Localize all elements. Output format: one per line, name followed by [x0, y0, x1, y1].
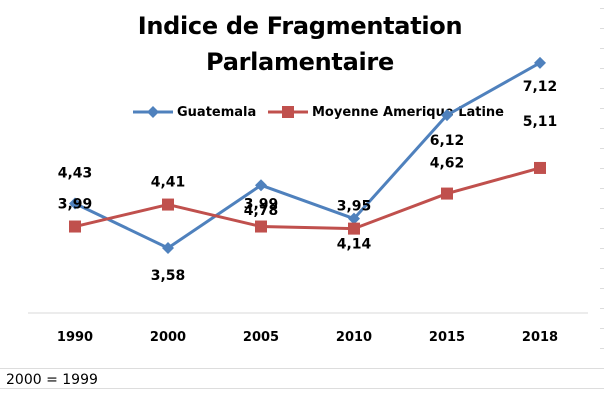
data-label-moyenne-amerique-latine-2000: 4,41: [151, 175, 186, 191]
legend-item-moyenne: Moyenne Amerique Latine: [268, 100, 504, 124]
plot-area: 1990 2000 2005 2010 2015 2018 4,43 3,58 4,78 4,14…: [28, 56, 588, 345]
data-label-guatemala-2015: 6,12: [430, 133, 465, 149]
x-tick-label-1990: 1990: [57, 330, 93, 345]
data-label-guatemala-2010: 4,14: [337, 237, 372, 253]
point-guatemala-1990: [69, 197, 81, 210]
data-label-moyenne-amerique-latine-2010: 3,95: [337, 199, 372, 215]
point-guatemala-2010: [348, 212, 360, 225]
data-label-guatemala-2000: 3,58: [151, 268, 186, 284]
point-moyenne-amerique-latine-1990: [69, 220, 81, 233]
legend-label-guatemala: Guatemala: [177, 104, 257, 120]
legend-marker-moyenne: [268, 106, 308, 118]
x-tick-label-2000: 2000: [150, 330, 186, 345]
data-label-moyenne-amerique-latine-2018: 5,11: [523, 114, 558, 130]
series-line-guatemala: [74, 61, 541, 250]
point-guatemala-2015: [441, 109, 453, 122]
data-label-moyenne-amerique-latine-2005: 3,99: [244, 197, 279, 213]
x-tick-label-2005: 2005: [243, 330, 279, 345]
point-guatemala-2018: [534, 56, 546, 69]
data-label-guatemala-2018: 7,12: [523, 79, 558, 95]
x-tick-label-2018: 2018: [522, 330, 558, 345]
chart-title-line-2: Parlamentaire: [206, 48, 394, 76]
legend-label-moyenne: Moyenne Amerique Latine: [312, 104, 505, 120]
data-label-guatemala-1990: 4,43: [58, 166, 93, 182]
footnote: 2000 = 1999: [6, 372, 98, 388]
x-tick-label-2015: 2015: [429, 330, 465, 345]
x-tick-label-2010: 2010: [336, 330, 372, 345]
legend-marker-guatemala: [133, 106, 173, 118]
data-label-guatemala-2005: 4,78: [244, 203, 279, 219]
point-moyenne-amerique-latine-2018: [534, 161, 546, 174]
point-moyenne-amerique-latine-2005: [255, 220, 267, 233]
point-moyenne-amerique-latine-2000: [162, 198, 174, 211]
point-moyenne-amerique-latine-2015: [441, 187, 453, 200]
chart-area[interactable]: [0, 0, 600, 366]
data-label-moyenne-amerique-latine-2015: 4,62: [430, 156, 465, 172]
legend-item-guatemala: Guatemala: [133, 100, 256, 124]
point-guatemala-2005: [255, 179, 267, 192]
chart-title-line-1: Indice de Fragmentation: [137, 12, 463, 40]
point-guatemala-2000: [162, 241, 174, 254]
legend: Guatemala Moyenne Amerique Latine: [0, 100, 600, 124]
point-moyenne-amerique-latine-2010: [348, 222, 360, 235]
data-label-moyenne-amerique-latine-1990: 3,99: [58, 197, 93, 213]
series-line-moyenne-amerique-latine: [74, 166, 541, 231]
